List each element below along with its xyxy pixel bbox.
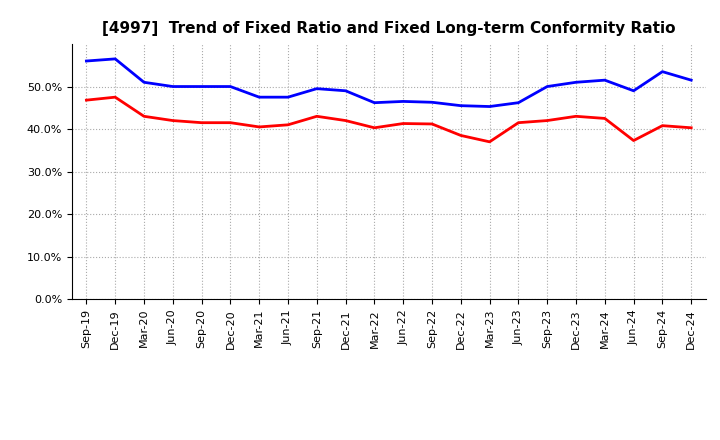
Fixed Long-term Conformity Ratio [82, 98, 91, 103]
Fixed Ratio [629, 88, 638, 93]
Fixed Long-term Conformity Ratio [456, 133, 465, 138]
Fixed Ratio [111, 56, 120, 62]
Fixed Ratio [255, 95, 264, 100]
Fixed Ratio [140, 80, 148, 85]
Fixed Long-term Conformity Ratio [687, 125, 696, 130]
Fixed Long-term Conformity Ratio [140, 114, 148, 119]
Fixed Ratio [168, 84, 177, 89]
Fixed Long-term Conformity Ratio [341, 118, 350, 123]
Fixed Ratio [82, 59, 91, 64]
Fixed Ratio [399, 99, 408, 104]
Fixed Ratio [514, 100, 523, 105]
Fixed Long-term Conformity Ratio [226, 120, 235, 125]
Fixed Long-term Conformity Ratio [600, 116, 609, 121]
Fixed Long-term Conformity Ratio [428, 121, 436, 127]
Fixed Long-term Conformity Ratio [111, 95, 120, 100]
Fixed Ratio [456, 103, 465, 108]
Fixed Long-term Conformity Ratio [572, 114, 580, 119]
Fixed Long-term Conformity Ratio [312, 114, 321, 119]
Fixed Long-term Conformity Ratio [370, 125, 379, 130]
Fixed Ratio [370, 100, 379, 105]
Fixed Ratio [341, 88, 350, 93]
Fixed Ratio [284, 95, 292, 100]
Fixed Ratio [572, 80, 580, 85]
Fixed Long-term Conformity Ratio [197, 120, 206, 125]
Fixed Ratio [226, 84, 235, 89]
Fixed Ratio [197, 84, 206, 89]
Fixed Long-term Conformity Ratio [485, 139, 494, 144]
Title: [4997]  Trend of Fixed Ratio and Fixed Long-term Conformity Ratio: [4997] Trend of Fixed Ratio and Fixed Lo… [102, 21, 675, 36]
Fixed Ratio [658, 69, 667, 74]
Fixed Long-term Conformity Ratio [629, 138, 638, 143]
Fixed Long-term Conformity Ratio [658, 123, 667, 128]
Fixed Ratio [600, 77, 609, 83]
Fixed Ratio [485, 104, 494, 109]
Fixed Long-term Conformity Ratio [168, 118, 177, 123]
Legend: Fixed Ratio, Fixed Long-term Conformity Ratio: Fixed Ratio, Fixed Long-term Conformity … [194, 438, 584, 440]
Fixed Ratio [428, 99, 436, 105]
Fixed Long-term Conformity Ratio [255, 124, 264, 129]
Fixed Long-term Conformity Ratio [543, 118, 552, 123]
Line: Fixed Ratio: Fixed Ratio [86, 59, 691, 106]
Fixed Long-term Conformity Ratio [514, 120, 523, 125]
Line: Fixed Long-term Conformity Ratio: Fixed Long-term Conformity Ratio [86, 97, 691, 142]
Fixed Ratio [543, 84, 552, 89]
Fixed Long-term Conformity Ratio [399, 121, 408, 126]
Fixed Ratio [312, 86, 321, 92]
Fixed Ratio [687, 77, 696, 83]
Fixed Long-term Conformity Ratio [284, 122, 292, 128]
